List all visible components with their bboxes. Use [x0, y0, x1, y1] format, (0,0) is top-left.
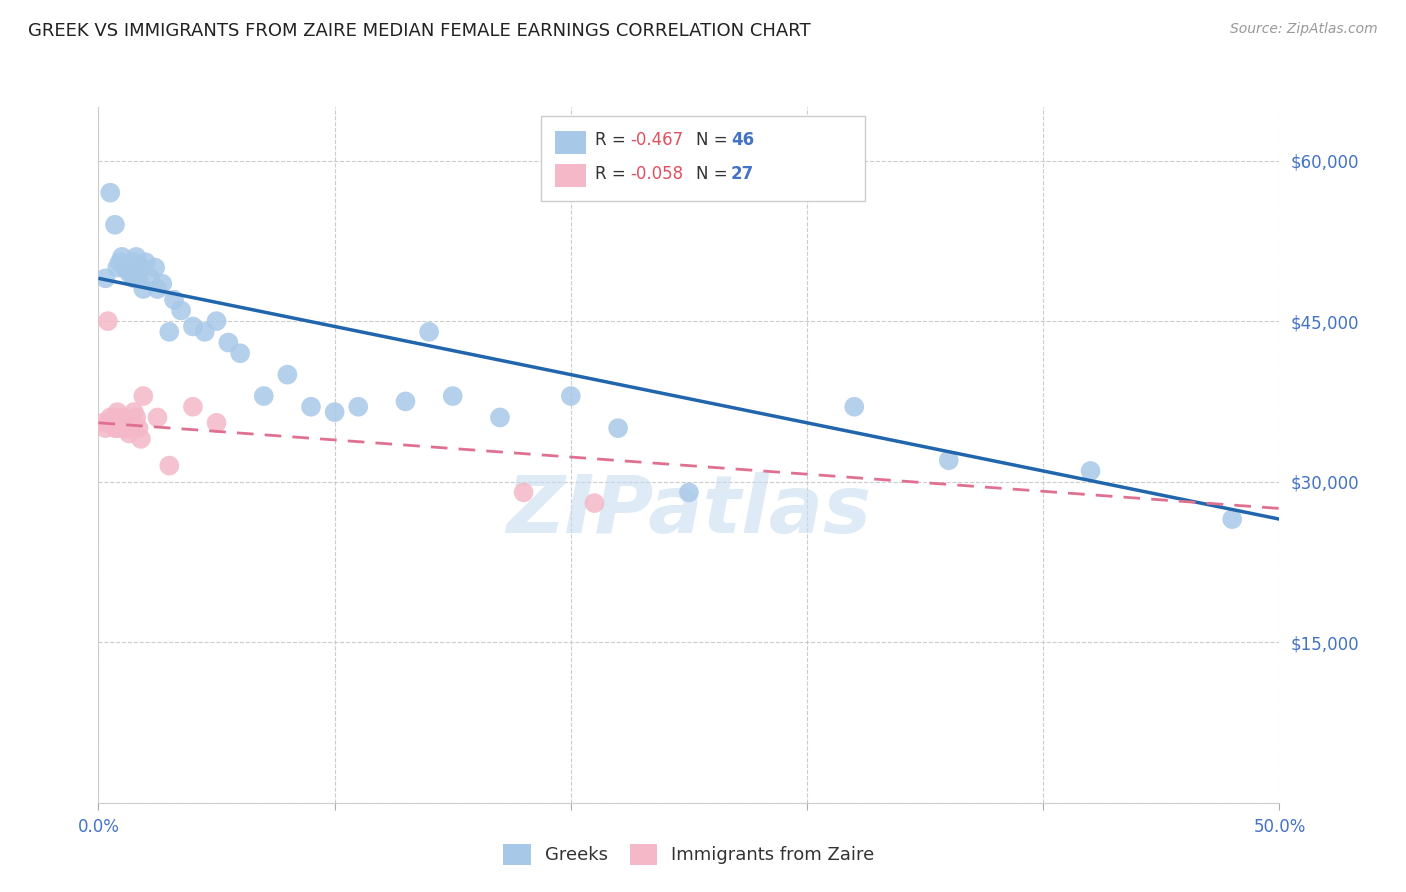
Text: N =: N =	[696, 131, 733, 149]
Point	[128, 271, 150, 285]
Point	[128, 421, 150, 435]
Point	[98, 410, 121, 425]
Point	[229, 346, 252, 360]
Point	[938, 453, 960, 467]
Text: Source: ZipAtlas.com: Source: ZipAtlas.com	[1230, 22, 1378, 37]
Point	[418, 325, 440, 339]
Point	[607, 421, 630, 435]
Point	[97, 314, 120, 328]
Point	[118, 426, 141, 441]
Point	[115, 260, 138, 275]
Point	[512, 485, 534, 500]
Point	[489, 410, 512, 425]
Point	[205, 416, 228, 430]
Point	[104, 410, 127, 425]
Point	[129, 260, 152, 275]
Point	[121, 421, 143, 435]
Point	[125, 250, 148, 264]
Point	[323, 405, 346, 419]
Point	[129, 432, 152, 446]
Point	[163, 293, 186, 307]
Text: R =: R =	[595, 165, 631, 183]
Point	[583, 496, 606, 510]
Legend: Greeks, Immigrants from Zaire: Greeks, Immigrants from Zaire	[495, 835, 883, 874]
Text: 27: 27	[731, 165, 755, 183]
Point	[122, 405, 145, 419]
Point	[111, 250, 134, 264]
Point	[150, 277, 173, 291]
Point	[299, 400, 322, 414]
Point	[94, 421, 117, 435]
Point	[139, 271, 162, 285]
Point	[112, 421, 135, 435]
Point	[108, 255, 131, 269]
Point	[1080, 464, 1102, 478]
Point	[844, 400, 866, 414]
Point	[560, 389, 582, 403]
Point	[132, 282, 155, 296]
Point	[132, 389, 155, 403]
Point	[1220, 512, 1243, 526]
Point	[205, 314, 228, 328]
Point	[94, 271, 117, 285]
Point	[217, 335, 239, 350]
Point	[105, 405, 128, 419]
Point	[181, 319, 204, 334]
Point	[678, 485, 700, 500]
Point	[111, 421, 134, 435]
Point	[121, 260, 143, 275]
Text: ZIPatlas: ZIPatlas	[506, 472, 872, 549]
Point	[347, 400, 370, 414]
Text: -0.467: -0.467	[630, 131, 683, 149]
Point	[170, 303, 193, 318]
Point	[253, 389, 276, 403]
Point	[125, 410, 148, 425]
Point	[276, 368, 298, 382]
Point	[101, 416, 124, 430]
Point	[91, 416, 114, 430]
Point	[157, 325, 180, 339]
Point	[112, 260, 135, 275]
Text: R =: R =	[595, 131, 631, 149]
Text: N =: N =	[696, 165, 733, 183]
Point	[441, 389, 464, 403]
Point	[104, 421, 127, 435]
Point	[105, 421, 128, 435]
Point	[98, 186, 121, 200]
Point	[118, 266, 141, 280]
Point	[111, 410, 134, 425]
Point	[105, 260, 128, 275]
Point	[194, 325, 217, 339]
Point	[143, 260, 166, 275]
Point	[146, 282, 169, 296]
Point	[181, 400, 204, 414]
Text: 46: 46	[731, 131, 754, 149]
Point	[122, 255, 145, 269]
Text: GREEK VS IMMIGRANTS FROM ZAIRE MEDIAN FEMALE EARNINGS CORRELATION CHART: GREEK VS IMMIGRANTS FROM ZAIRE MEDIAN FE…	[28, 22, 811, 40]
Point	[157, 458, 180, 473]
Point	[104, 218, 127, 232]
Point	[122, 271, 145, 285]
Point	[135, 255, 157, 269]
Point	[108, 416, 131, 430]
Point	[394, 394, 416, 409]
Point	[115, 421, 138, 435]
Point	[125, 266, 148, 280]
Point	[146, 410, 169, 425]
Text: -0.058: -0.058	[630, 165, 683, 183]
